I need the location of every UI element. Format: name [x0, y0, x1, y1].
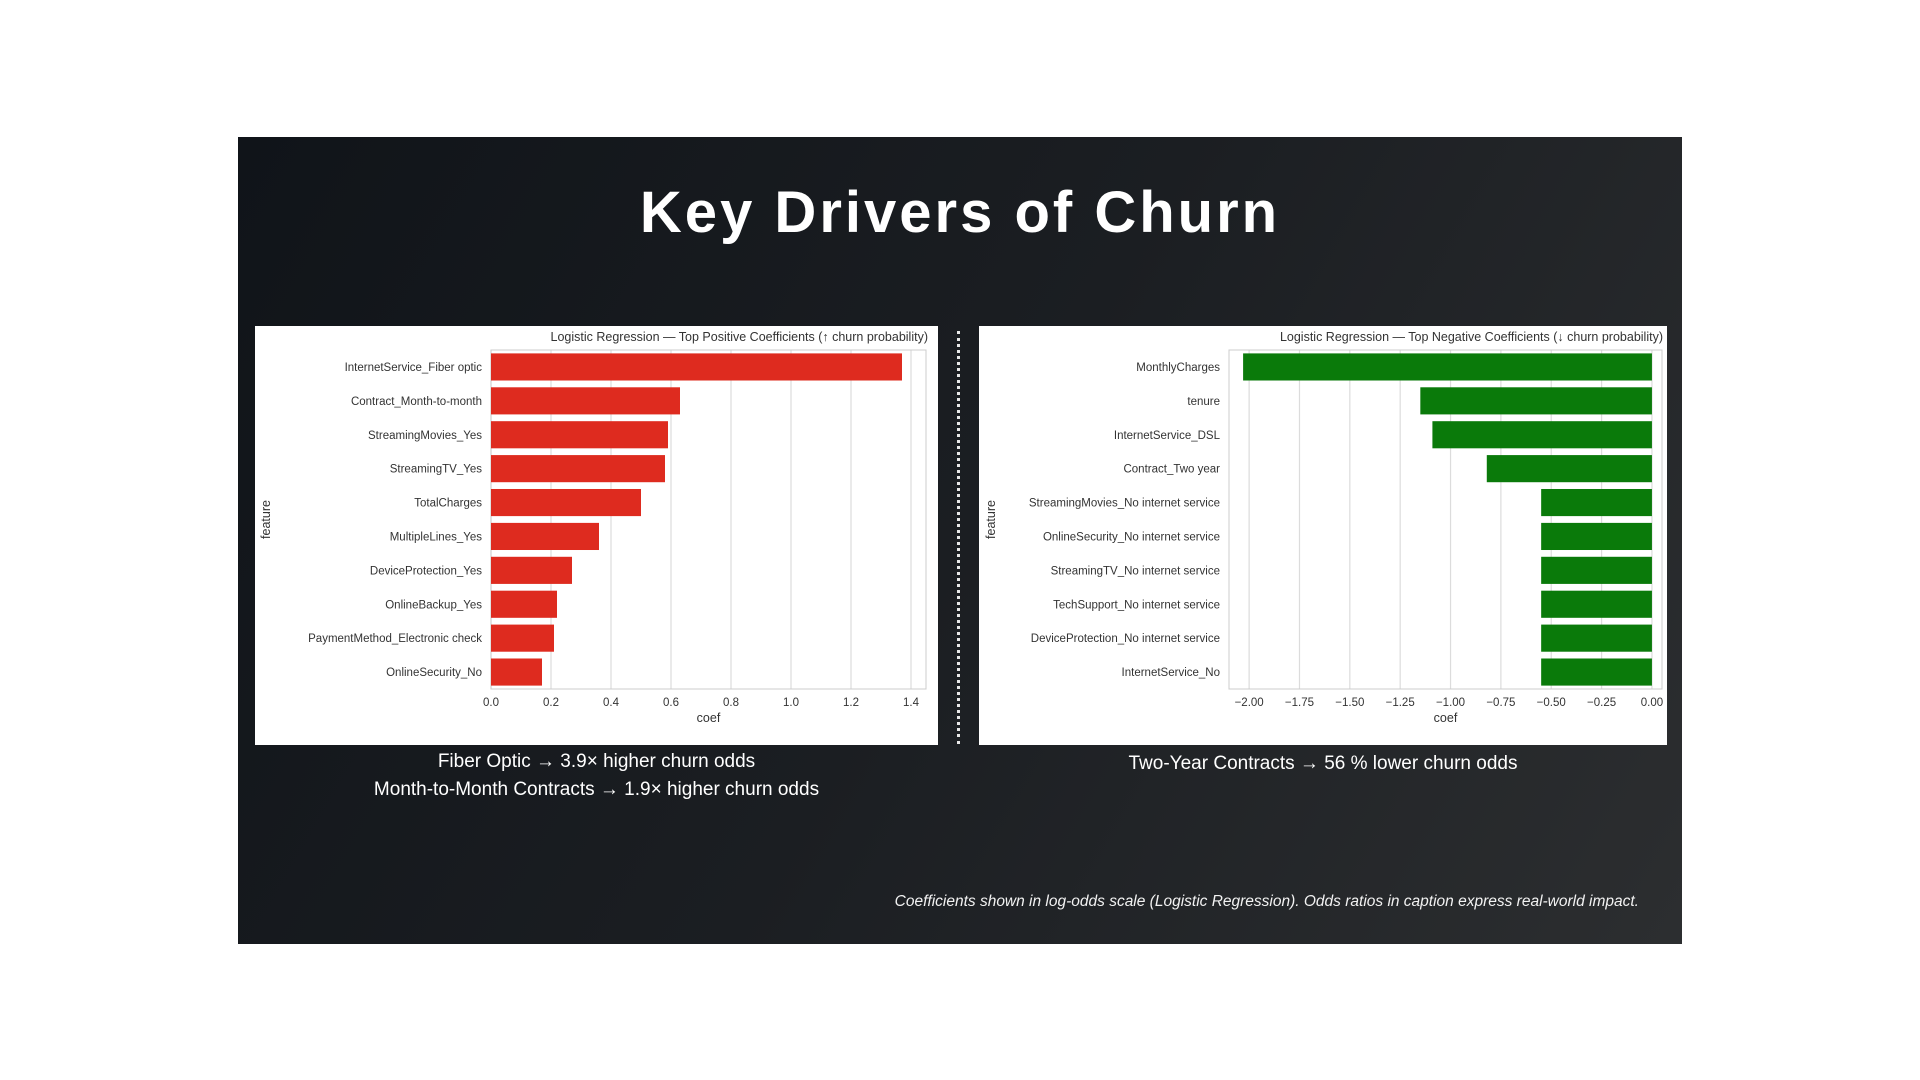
- y-axis-label: feature: [259, 500, 273, 539]
- bar: [491, 353, 902, 381]
- bar: [491, 624, 554, 652]
- y-tick-label: tenure: [1187, 396, 1220, 408]
- x-tick-label: 0.0: [483, 697, 499, 709]
- y-tick-label: StreamingMovies_Yes: [368, 430, 482, 442]
- bar: [1432, 421, 1652, 449]
- chart-title: Logistic Regression — Top Negative Coeff…: [1280, 330, 1663, 344]
- bar: [1486, 455, 1652, 483]
- plot-frame: [490, 349, 927, 690]
- x-tick-label: −1.75: [1285, 697, 1314, 709]
- x-tick-label: 1.2: [843, 697, 859, 709]
- footnote: Coefficients shown in log-odds scale (Lo…: [894, 893, 1639, 910]
- bar: [491, 556, 572, 584]
- positive-coefficients-chart: 0.0 0.2 0.4 0.6 0.8 1.0 1.2 1.4 InternetService_…: [259, 330, 929, 725]
- x-tick-label: 0.00: [1641, 697, 1663, 709]
- y-tick-label: PaymentMethod_Electronic check: [308, 633, 482, 645]
- x-tick-label: −1.00: [1436, 697, 1465, 709]
- y-tick-label: OnlineSecurity_No: [386, 667, 482, 679]
- negative-caption: Two-Year Contracts → 56 % lower churn od…: [979, 750, 1667, 778]
- y-tick-label: OnlineBackup_Yes: [385, 599, 482, 611]
- positive-caption: Fiber Optic → 3.9× higher churn odds Mon…: [255, 748, 938, 804]
- y-tick-label: Contract_Month-to-month: [351, 396, 482, 408]
- y-tick-label: DeviceProtection_No internet service: [1031, 633, 1220, 645]
- panel-divider: [957, 331, 960, 744]
- y-tick-label: TechSupport_No internet service: [1053, 599, 1220, 611]
- positive-coefficients-chart-panel: 0.0 0.2 0.4 0.6 0.8 1.0 1.2 1.4 InternetService_…: [255, 326, 938, 745]
- y-tick-label: StreamingMovies_No internet service: [1029, 498, 1220, 510]
- x-tick-label: 0.2: [543, 697, 559, 709]
- caption-line: Two-Year Contracts → 56 % lower churn od…: [1128, 753, 1518, 774]
- x-tick-label: 0.4: [603, 697, 620, 709]
- chart-title: Logistic Regression — Top Positive Coeff…: [551, 330, 929, 344]
- y-tick-label: MultipleLines_Yes: [390, 531, 483, 543]
- bar: [1541, 556, 1652, 584]
- x-tick-label: −2.00: [1235, 697, 1264, 709]
- y-axis-label: feature: [984, 500, 998, 539]
- bar: [1541, 488, 1652, 517]
- y-tick-label: TotalCharges: [414, 498, 482, 510]
- bar: [1541, 590, 1652, 618]
- caption-line: Month-to-Month Contracts → 1.9× higher c…: [373, 779, 820, 800]
- x-tick-label: −1.25: [1386, 697, 1415, 709]
- y-tick-label: Contract_Two year: [1123, 464, 1220, 476]
- y-tick-label: StreamingTV_No internet service: [1051, 565, 1220, 577]
- x-tick-label: −0.50: [1537, 697, 1566, 709]
- x-tick-label: 0.8: [723, 697, 739, 709]
- bar: [491, 421, 668, 449]
- y-tick-label: InternetService_No: [1122, 667, 1220, 679]
- y-tick-label: StreamingTV_Yes: [390, 464, 483, 476]
- x-tick-label: 0.6: [663, 697, 679, 709]
- bar: [491, 455, 665, 483]
- bar: [1420, 387, 1652, 415]
- caption-line: Fiber Optic → 3.9× higher churn odds: [437, 751, 756, 772]
- bar: [491, 488, 641, 517]
- bar: [1243, 353, 1652, 381]
- bar: [491, 590, 557, 618]
- x-tick-label: 1.0: [783, 697, 799, 709]
- slide: Key Drivers of Churn 0.0 0.2 0.4 0.6 0.8 1.0 1…: [238, 137, 1682, 944]
- bar: [1541, 522, 1652, 551]
- slide-title: Key Drivers of Churn: [639, 180, 1281, 245]
- y-tick-label: MonthlyCharges: [1136, 362, 1220, 374]
- bar: [491, 522, 599, 551]
- x-axis-label: coef: [697, 711, 721, 725]
- x-axis-label: coef: [1434, 711, 1458, 725]
- x-tick-label: −0.25: [1587, 697, 1616, 709]
- y-tick-label: InternetService_DSL: [1114, 430, 1221, 442]
- bar: [1541, 658, 1652, 686]
- bar: [1541, 624, 1652, 652]
- bar: [491, 387, 680, 415]
- y-tick-label: OnlineSecurity_No internet service: [1043, 531, 1220, 543]
- negative-coefficients-chart: −2.00 −1.75 −1.50 −1.25 −1.00 −0.75 −0.50 −0.25…: [984, 330, 1663, 725]
- bar: [491, 658, 542, 686]
- negative-coefficients-chart-panel: −2.00 −1.75 −1.50 −1.25 −1.00 −0.75 −0.50 −0.25…: [979, 326, 1667, 745]
- x-tick-label: −0.75: [1486, 697, 1515, 709]
- y-tick-label: InternetService_Fiber optic: [345, 362, 483, 374]
- x-tick-label: 1.4: [903, 697, 920, 709]
- plot-frame: [1228, 349, 1663, 690]
- x-tick-label: −1.50: [1335, 697, 1364, 709]
- y-tick-label: DeviceProtection_Yes: [370, 565, 482, 577]
